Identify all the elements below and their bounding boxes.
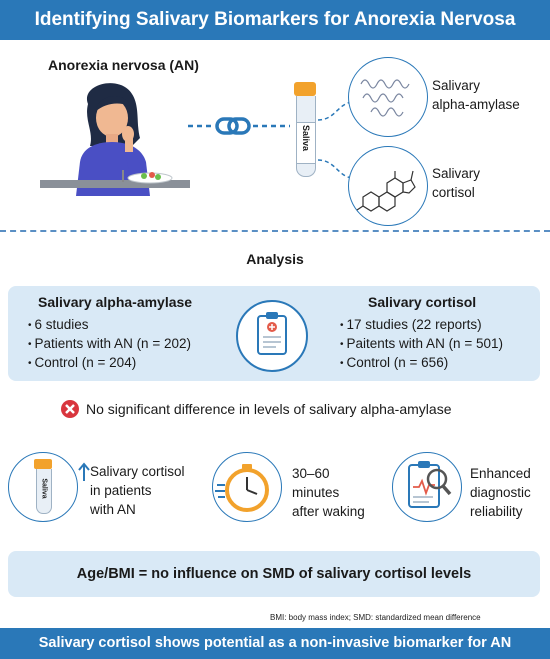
list-item: Paitents with AN (n = 501) bbox=[340, 335, 503, 354]
list-item: Control (n = 204) bbox=[28, 354, 192, 373]
conclusion-box: Age/BMI = no influence on SMD of salivar… bbox=[8, 551, 540, 597]
tube-label: Saliva bbox=[40, 478, 48, 499]
list-item: 17 studies (22 reports) bbox=[340, 316, 503, 335]
saliva-tube-icon: Saliva bbox=[294, 82, 316, 182]
result-text: No significant difference in levels of s… bbox=[86, 401, 452, 417]
footer-banner: Salivary cortisol shows potential as a n… bbox=[0, 628, 550, 659]
finding-reliability: Enhanced diagnostic reliability bbox=[470, 466, 531, 519]
amylase-summary: Salivary alpha-amylase 6 studies Patient… bbox=[35, 294, 193, 373]
result-statement: No significant difference in levels of s… bbox=[60, 399, 451, 419]
biomarker2-label: Salivary cortisol bbox=[432, 166, 481, 200]
cortisol-summary: Salivary cortisol 17 studies (22 reports… bbox=[340, 294, 503, 373]
biomarker1-label: Salivary alpha-amylase bbox=[432, 78, 520, 112]
arrow-up-icon bbox=[78, 462, 90, 481]
amylase-title: Salivary alpha-amylase bbox=[38, 294, 193, 310]
stopwatch-icon bbox=[212, 452, 282, 522]
abbreviations-note: BMI: body mass index; SMD: standardized … bbox=[270, 613, 481, 622]
saliva-tube-finding-icon: Saliva bbox=[8, 452, 78, 522]
link-icon bbox=[188, 117, 290, 135]
analysis-title: Analysis bbox=[246, 251, 304, 267]
woman-eating-icon bbox=[40, 83, 190, 196]
list-item: Control (n = 656) bbox=[340, 354, 503, 373]
x-circle-icon bbox=[61, 400, 79, 418]
finding-timing: 30–60 minutes after waking bbox=[292, 466, 365, 519]
list-item: 6 studies bbox=[28, 316, 192, 335]
alpha-amylase-protein-icon bbox=[348, 57, 428, 137]
page-title: Identifying Salivary Biomarkers for Anor… bbox=[0, 0, 550, 40]
cortisol-molecule-icon bbox=[348, 146, 428, 226]
an-title: Anorexia nervosa (AN) bbox=[48, 57, 199, 73]
cortisol-title: Salivary cortisol bbox=[368, 294, 477, 310]
section-divider bbox=[0, 230, 550, 232]
diagnostic-clipboard-icon bbox=[392, 452, 462, 522]
clipboard-icon bbox=[236, 300, 308, 372]
tube-label: Saliva bbox=[301, 124, 311, 152]
finding-cortisol-increase: Salivary cortisol in patients with AN bbox=[90, 464, 185, 517]
list-item: Patients with AN (n = 202) bbox=[28, 335, 192, 354]
